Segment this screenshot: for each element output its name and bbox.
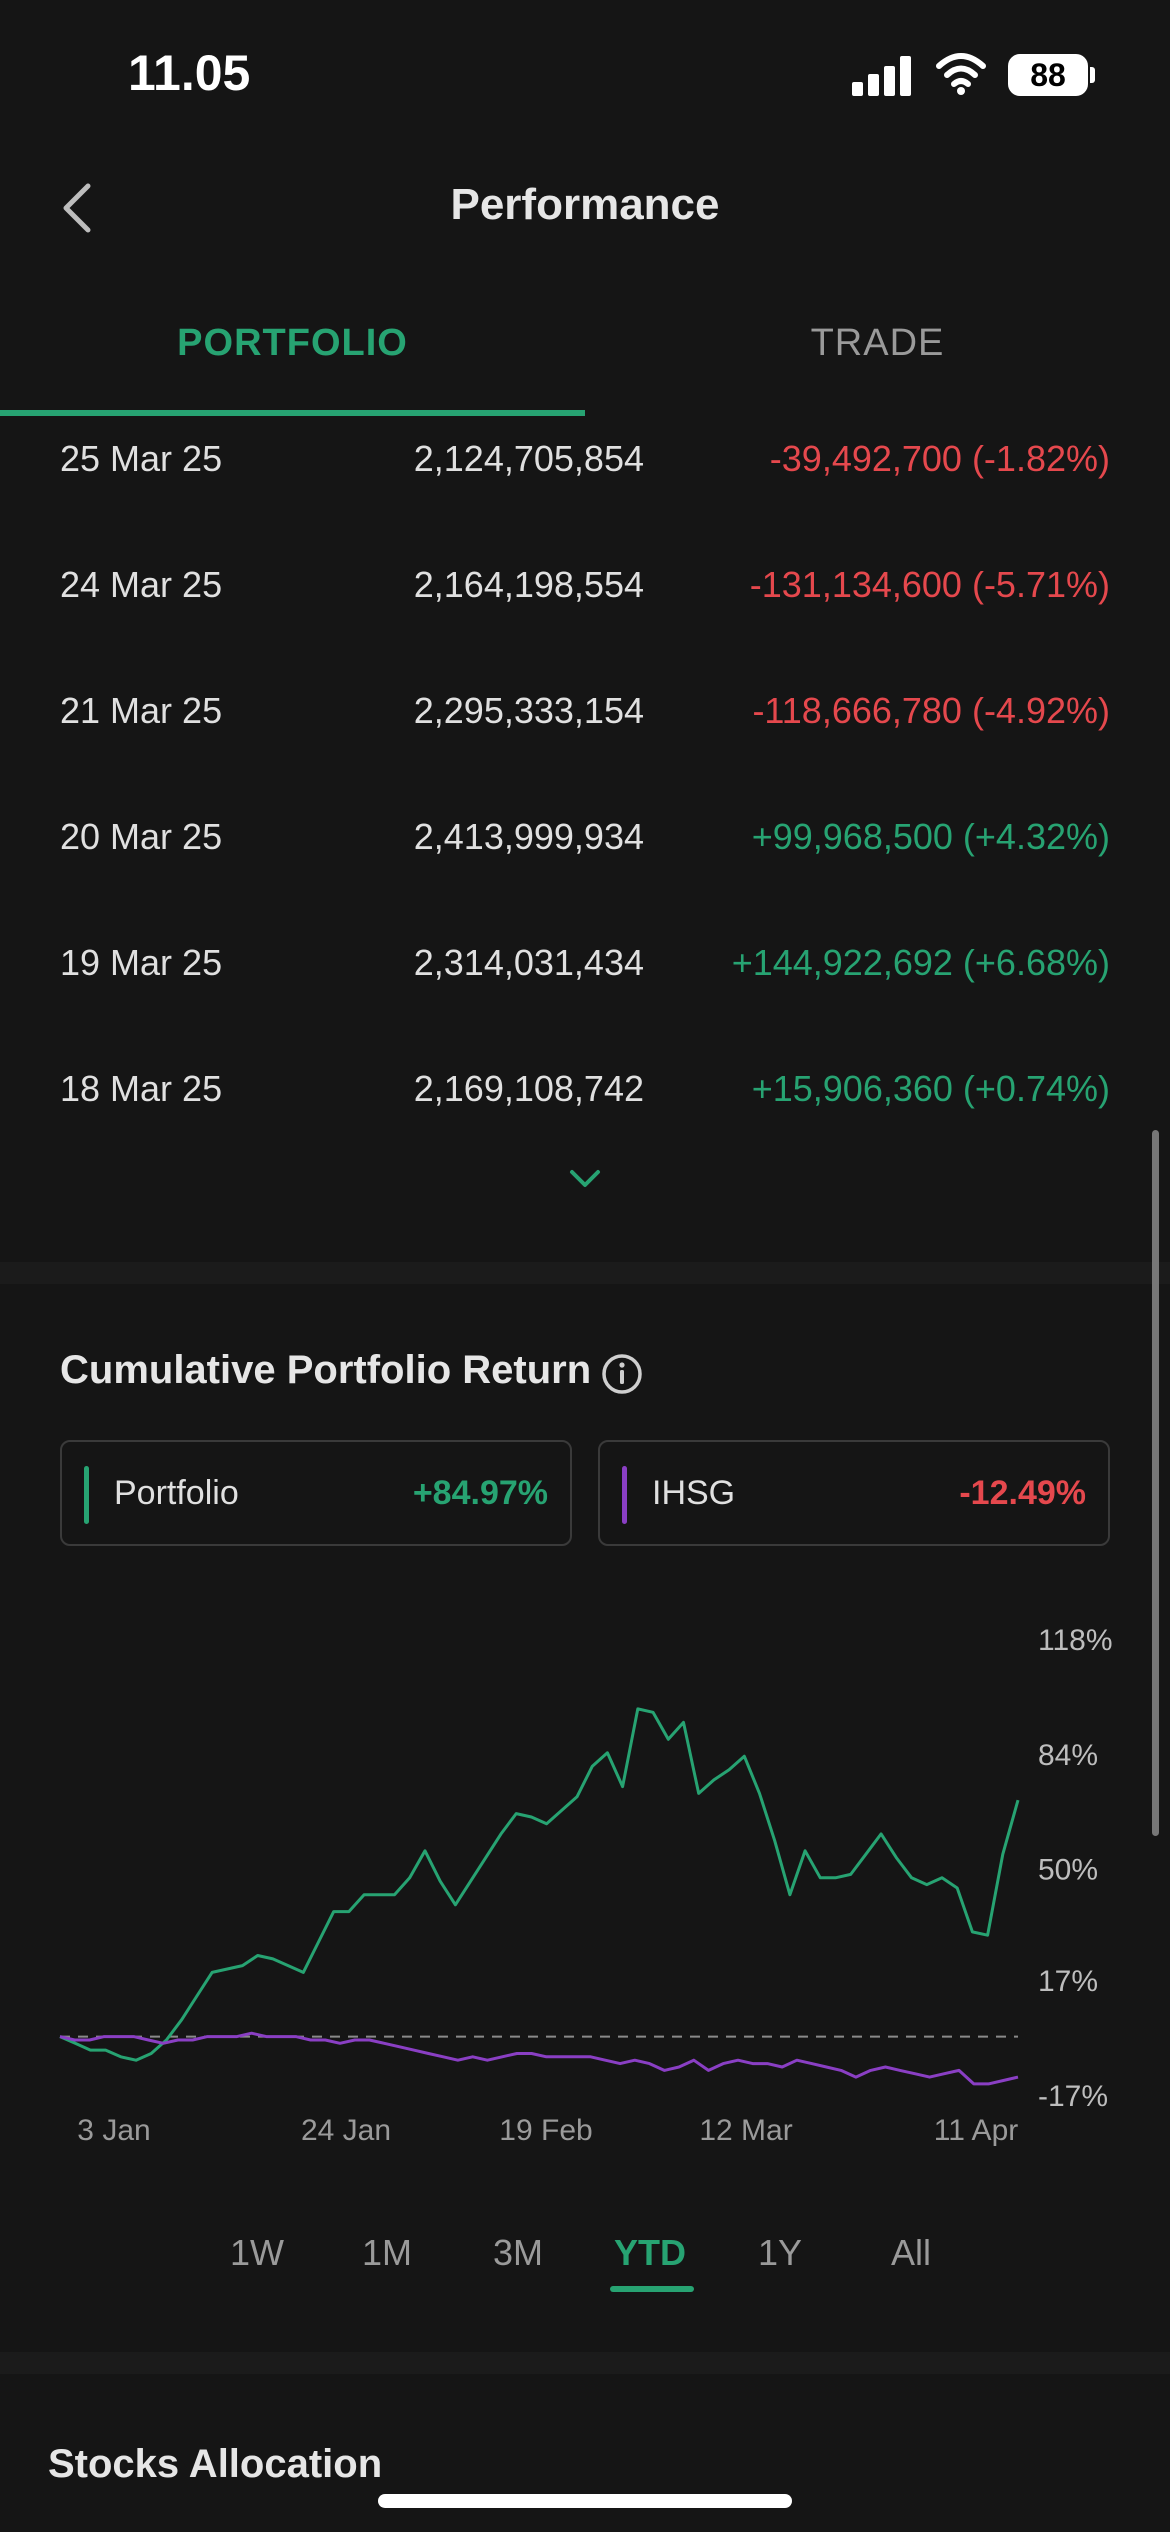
back-icon[interactable] [58,180,98,236]
tab-trade[interactable]: TRADE [810,322,945,364]
table-row: 25 Mar 25 2,124,705,854 -39,492,700 (-1.… [0,438,1170,558]
table-row: 18 Mar 25 2,169,108,742 +15,906,360 (+0.… [0,1068,1170,1188]
row-date: 19 Mar 25 [60,942,223,983]
row-value: 2,295,333,154 [413,690,644,731]
x-tick-label: 11 Apr [934,2114,1019,2147]
y-tick-label: 118% [1038,1624,1113,1657]
legend-color-bar [84,1466,89,1524]
y-tick-label: 84% [1038,1739,1098,1772]
range-active-indicator [610,2286,694,2292]
x-tick-label: 19 Feb [499,2114,592,2147]
row-value: 2,413,999,934 [413,816,644,857]
row-date: 24 Mar 25 [60,564,223,605]
range-tab-1m[interactable]: 1M [361,2232,412,2273]
x-tick-label: 24 Jan [301,2114,391,2147]
y-tick-label: 17% [1038,1965,1098,1998]
row-change: -39,492,700 (-1.82%) [769,438,1110,479]
legend-ihsg[interactable]: IHSG -12.49% [598,1440,1110,1546]
x-tick-label: 12 Mar [699,2114,792,2147]
section-title: Cumulative Portfolio Return [60,1348,592,1392]
row-value: 2,124,705,854 [413,438,644,479]
table-row: 21 Mar 25 2,295,333,154 -118,666,780 (-4… [0,690,1170,810]
legend-color-bar [622,1466,627,1524]
section-divider [0,1262,1170,1284]
info-icon[interactable] [600,1352,644,1396]
row-value: 2,169,108,742 [413,1068,644,1109]
legend-name: Portfolio [114,1474,239,1512]
signal-icon [852,56,914,96]
legend-portfolio[interactable]: Portfolio +84.97% [60,1440,572,1546]
row-change: -131,134,600 (-5.71%) [749,564,1110,605]
row-date: 25 Mar 25 [60,438,223,479]
battery-icon: 88 [1008,54,1088,96]
legend-pct: -12.49% [959,1474,1086,1512]
chevron-down-icon[interactable] [566,1164,604,1192]
row-date: 20 Mar 25 [60,816,223,857]
cumulative-return-chart[interactable]: 118% 84% 50% 17% -17% 3 Jan 24 Jan 19 Feb 12 Mar… [0,1600,1170,2160]
row-date: 21 Mar 25 [60,690,223,731]
section-divider [0,2352,1170,2374]
row-change: +144,922,692 (+6.68%) [731,942,1110,983]
home-indicator[interactable] [378,2494,792,2508]
table-row: 20 Mar 25 2,413,999,934 +99,968,500 (+4.… [0,816,1170,936]
scrollbar[interactable] [1152,1130,1159,1836]
y-tick-label: 50% [1038,1854,1098,1887]
row-value: 2,164,198,554 [413,564,644,605]
tab-portfolio[interactable]: PORTFOLIO [177,322,408,364]
allocation-title: Stocks Allocation [48,2442,383,2486]
row-change: +15,906,360 (+0.74%) [751,1068,1110,1109]
range-tab-all[interactable]: All [890,2232,931,2273]
row-date: 18 Mar 25 [60,1068,223,1109]
series-line-portfolio [59,1707,1020,2062]
row-value: 2,314,031,434 [413,942,644,983]
series-line-ihsg [59,2031,1019,2086]
row-change: +99,968,500 (+4.32%) [751,816,1110,857]
wifi-icon [936,53,986,95]
legend-name: IHSG [652,1474,736,1512]
y-tick-label: -17% [1038,2080,1108,2113]
battery-tip [1090,67,1095,83]
page-title: Performance [450,180,720,229]
status-time: 11.05 [128,45,251,101]
row-change: -118,666,780 (-4.92%) [752,690,1110,731]
table-row: 24 Mar 25 2,164,198,554 -131,134,600 (-5… [0,564,1170,684]
range-tab-1y[interactable]: 1Y [757,2232,803,2273]
range-tab-3m[interactable]: 3M [492,2232,543,2273]
legend-pct: +84.97% [412,1474,548,1512]
tab-active-indicator [0,410,585,416]
table-row: 19 Mar 25 2,314,031,434 +144,922,692 (+6… [0,942,1170,1062]
range-tab-ytd[interactable]: YTD [614,2232,686,2273]
x-tick-label: 3 Jan [77,2114,150,2147]
range-tab-1w[interactable]: 1W [230,2232,284,2273]
